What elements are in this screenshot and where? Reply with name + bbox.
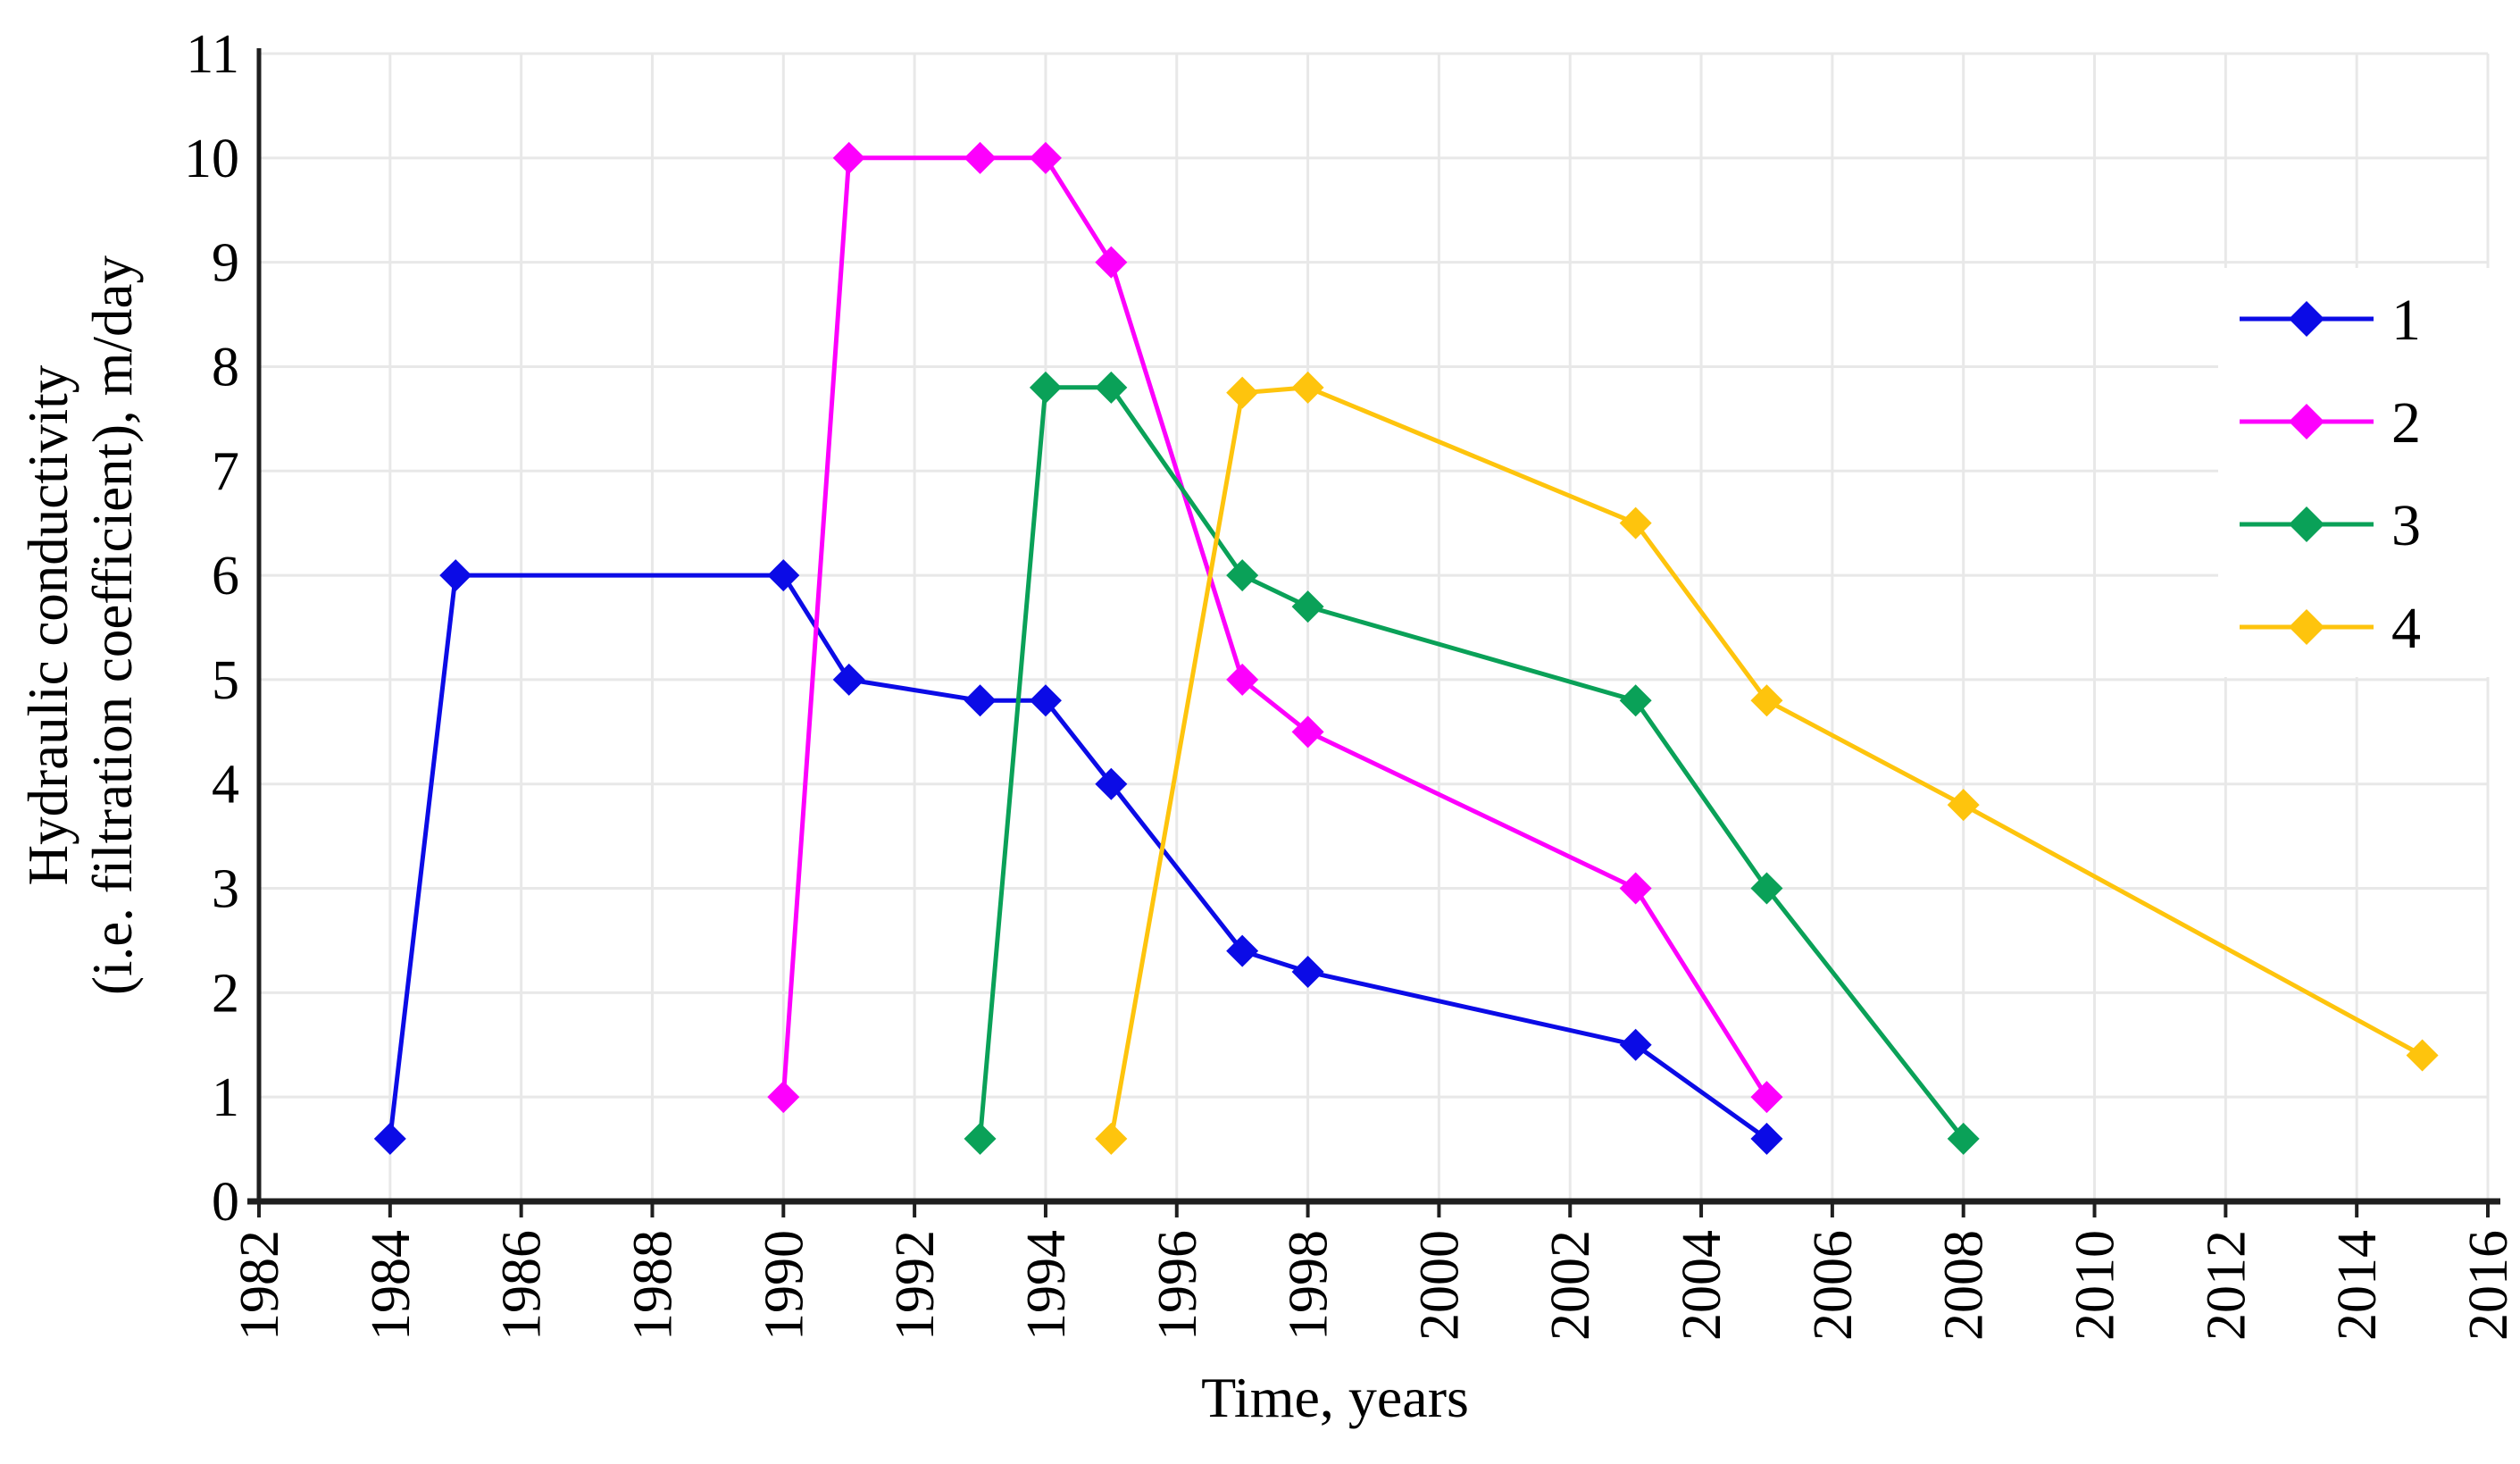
x-axis-title: Time, years (1201, 1366, 1469, 1429)
series-3-marker (964, 1122, 997, 1155)
x-tick-label: 2006 (1803, 1230, 1864, 1341)
series-4-marker (1291, 371, 1324, 404)
series-4 (1095, 371, 2439, 1155)
legend-entry-1-marker (2289, 301, 2324, 337)
series-1-line (388, 573, 1768, 1141)
x-tick-label: 2010 (2065, 1230, 2126, 1341)
series-2 (767, 141, 1783, 1114)
legend-entry-2-marker (2289, 404, 2324, 439)
series-3-marker (1750, 872, 1783, 905)
y-tick-label: 0 (212, 1172, 239, 1233)
x-tick-label: 2012 (2196, 1230, 2257, 1341)
y-tick-label: 8 (212, 337, 239, 397)
x-tick-label: 1986 (492, 1230, 553, 1341)
y-tick-label: 1 (212, 1067, 239, 1128)
series-1-marker (964, 684, 997, 717)
x-tick-label: 2004 (1672, 1230, 1732, 1341)
legend-entry-2: 2 (2240, 390, 2421, 456)
series-2-marker (1291, 715, 1324, 749)
y-tick-label: 7 (212, 441, 239, 502)
y-tick-label: 10 (184, 129, 239, 189)
series-1-marker (767, 559, 800, 592)
legend-entry-3-label: 3 (2391, 493, 2421, 558)
series-4-marker (1226, 376, 1259, 409)
x-tick-label: 2014 (2327, 1230, 2388, 1341)
axes (247, 48, 2500, 1217)
series-3 (964, 371, 1980, 1155)
series-4-marker (1947, 789, 1980, 822)
legend-entry-3: 3 (2240, 493, 2421, 558)
y-tick-label: 4 (212, 755, 239, 816)
y-tick-label: 2 (212, 963, 239, 1024)
tick-labels: 0 1 2 3 4 5 6 7 8 9 10 11 1982 1984 1986 1988 1990 1992 19… (184, 24, 2519, 1341)
series-2-marker (1619, 872, 1652, 905)
x-tick-label: 1994 (1016, 1230, 1077, 1341)
series-4-marker (2406, 1039, 2439, 1072)
x-tick-label: 1996 (1147, 1230, 1208, 1341)
legend-entry-1: 1 (2240, 288, 2421, 353)
x-tick-label: 1988 (622, 1230, 683, 1341)
series-2-marker (1029, 141, 1062, 174)
x-tick-label: 1984 (361, 1230, 421, 1341)
y-axis-title-line1: Hydraulic conductivity (17, 364, 79, 886)
series-4-marker (1750, 684, 1783, 717)
series-1-marker (1095, 767, 1128, 800)
series-1-marker (1619, 1028, 1652, 1061)
series-2-marker (1226, 663, 1259, 696)
x-tick-label: 1982 (229, 1230, 290, 1341)
legend-entry-1-label: 1 (2391, 288, 2421, 353)
series-4-marker (1095, 1122, 1128, 1155)
series-1-marker (1750, 1122, 1783, 1155)
series-3-line (978, 385, 1965, 1141)
y-tick-label: 11 (186, 24, 239, 85)
series-3-marker (1619, 684, 1652, 717)
x-tick-label: 1992 (885, 1230, 946, 1341)
x-tick-label: 2002 (1540, 1230, 1601, 1341)
legend-entry-4-marker (2289, 609, 2324, 645)
series-2-marker (1750, 1081, 1783, 1114)
series-1-marker (439, 559, 472, 592)
series-1-marker (832, 663, 865, 696)
series-3-marker (1095, 371, 1128, 404)
y-axis-title: Hydraulic conductivity (i.e. filtration … (16, 45, 150, 1206)
x-tick-label: 2000 (1409, 1230, 1470, 1341)
legend: 1 2 3 4 (2218, 268, 2499, 677)
x-tick-label: 1998 (1279, 1230, 1339, 1341)
series-2-marker (767, 1081, 800, 1114)
series-4-marker (1619, 506, 1652, 540)
legend-entry-2-label: 2 (2391, 390, 2421, 456)
y-axis-title-line2: (i.e. filtration coefficient), m/day (81, 255, 144, 996)
series-3-marker (1226, 559, 1259, 592)
series-2-marker (832, 141, 865, 174)
legend-entry-4-label: 4 (2391, 596, 2421, 661)
legend-entry-4: 4 (2240, 596, 2421, 661)
y-tick-label: 3 (212, 859, 239, 920)
series-2-marker (1095, 246, 1128, 279)
y-tick-label: 9 (212, 233, 239, 294)
series-3-marker (1947, 1122, 1980, 1155)
legend-box (2218, 268, 2499, 677)
series-1-marker (1291, 956, 1324, 988)
series-1-marker (1029, 684, 1062, 717)
series-3-marker (1029, 371, 1062, 404)
series-2-line (780, 155, 1769, 1099)
series-3-marker (1291, 590, 1324, 623)
y-tick-label: 6 (212, 546, 239, 607)
series-2-marker (964, 141, 997, 174)
series-1-marker (373, 1122, 406, 1155)
y-tick-label: 5 (212, 650, 239, 711)
x-tick-label: 1990 (754, 1230, 814, 1341)
series-1 (373, 559, 1783, 1155)
legend-entry-3-marker (2289, 506, 2324, 542)
x-tick-label: 2008 (1934, 1230, 1995, 1341)
x-tick-label: 2016 (2458, 1230, 2519, 1341)
series-1-marker (1226, 934, 1259, 967)
